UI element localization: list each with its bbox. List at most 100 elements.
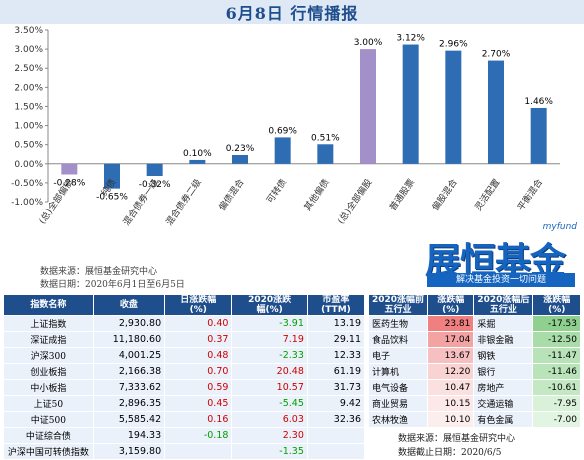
ytd-change-cell: 10.57 — [231, 379, 308, 396]
bottom-value-cell: -11.46 — [532, 363, 581, 380]
top-industry-cell: 农林牧渔 — [367, 411, 429, 428]
top-industry-cell: 计算机 — [367, 363, 429, 380]
ytd-change-cell: 2.30 — [231, 427, 308, 444]
y-tick-label: 2.50% — [14, 64, 43, 74]
col-header-bottom-val-text: 涨跌幅 (%) — [543, 295, 571, 315]
top-industry-cell: 商业贸易 — [367, 395, 429, 412]
day-change-cell: 0.45 — [164, 395, 233, 412]
close-cell: 7,333.62 — [92, 379, 166, 396]
pe-cell: 12.33 — [306, 347, 366, 364]
col-header-ytd: 2020涨跌 幅(%) — [231, 294, 308, 316]
bar — [530, 107, 547, 164]
day-change-cell: 0.70 — [164, 363, 233, 380]
pe-cell: 32.36 — [306, 411, 366, 428]
logo-myfund-text: myfund — [542, 222, 577, 232]
bottom-value-cell: -10.61 — [532, 379, 581, 396]
bar — [360, 49, 376, 164]
table-date-note: 数据截止日期：2020/6/5 — [398, 448, 502, 458]
col-header-name: 指数名称 — [3, 294, 94, 316]
index-name-cell: 中证500 — [3, 411, 94, 428]
y-tick-label: -1.00% — [11, 198, 43, 208]
bar-value-label: -0.65% — [96, 193, 128, 203]
pe-cell: 29.11 — [306, 331, 366, 348]
bar-value-label: -0.32% — [139, 180, 171, 190]
bottom-industry-cell: 银行 — [473, 363, 534, 380]
bar-value-label: 2.96% — [439, 40, 468, 50]
bottom-industry-cell: 有色金属 — [473, 411, 534, 428]
y-tick-label: 3.50% — [14, 26, 43, 36]
close-cell: 2,166.38 — [92, 363, 166, 380]
table-row: 食品饮料 17.04 非银金融 -12.50 — [367, 331, 581, 348]
table-row: 商业贸易 10.15 交通运输 -7.95 — [367, 395, 581, 412]
y-tick-label: 0.00% — [14, 160, 43, 170]
table-row: 计算机 12.20 银行 -11.46 — [367, 363, 581, 380]
close-cell: 2,896.35 — [92, 395, 166, 412]
ytd-change-cell: 20.48 — [231, 363, 308, 380]
ytd-change-cell: -2.33 — [231, 347, 308, 364]
y-tick-label: 1.00% — [14, 122, 43, 132]
index-name-cell: 中小板指 — [3, 379, 94, 396]
index-name-cell: 上证指数 — [3, 315, 94, 332]
bar-value-label: 2.70% — [482, 50, 511, 60]
top-value-cell: 13.67 — [427, 347, 475, 364]
category-label: 平衡混合 — [515, 177, 545, 213]
top-industry-cell: 电气设备 — [367, 379, 429, 396]
table-row: 电气设备 10.47 房地产 -10.61 — [367, 379, 581, 396]
brand-logo: myfund 展恒基金 解决基金投资一切问题 — [417, 222, 581, 290]
col-header-top: 2020涨幅前 五行业 — [367, 294, 429, 316]
bar-value-label: 0.69% — [268, 126, 297, 136]
bottom-value-cell: -12.50 — [532, 331, 581, 348]
bar — [445, 50, 462, 164]
chart-date-note: 数据日期：2020年6月1日至6月5日 — [40, 280, 185, 290]
y-tick-label: 2.00% — [14, 83, 43, 93]
col-header-pe: 市盈率 (TTM) — [306, 294, 366, 316]
bar-chart: -1.00% -0.50% 0.00% 0.50% 1.00% 1.50% 2.00% 2.5… — [11, 26, 560, 228]
bar — [317, 144, 334, 164]
bar-value-label: 0.23% — [226, 144, 255, 154]
table-row: 中小板指 7,333.62 0.59 10.57 31.73 — [3, 379, 366, 396]
table-row: 上证50 2,896.35 0.45 -5.45 9.42 — [3, 395, 366, 412]
category-label: 灵活配置 — [472, 177, 502, 213]
bottom-industry-cell: 采掘 — [473, 315, 534, 332]
index-name-cell: 中证综合债 — [3, 427, 94, 444]
industry-table: 2020涨幅前 五行业 涨跌幅 (%) 2020涨幅后 五行业 涨跌幅 (%) 医药生物… — [367, 294, 581, 428]
top-value-cell: 23.81 — [427, 315, 475, 332]
table-row: 上证指数 2,930.80 0.40 -3.91 13.19 — [3, 315, 366, 332]
col-header-top-val-text: 涨跌幅 (%) — [437, 295, 465, 315]
bottom-industry-cell: 钢铁 — [473, 347, 534, 364]
col-header-day: 日涨跌幅 (%) — [164, 294, 233, 316]
bar-value-label: 1.46% — [524, 97, 553, 107]
logo-tagline: 解决基金投资一切问题 — [427, 273, 575, 287]
chart-source-note: 数据来源：展恒基金研究中心 — [40, 267, 158, 277]
index-name-cell: 深证成指 — [3, 331, 94, 348]
category-label: 其他偏债 — [301, 177, 331, 213]
bar-value-label: -0.28% — [53, 178, 85, 188]
top-value-cell: 10.10 — [427, 411, 475, 428]
category-label: 偏债混合 — [216, 177, 246, 213]
y-tick-label: -0.50% — [11, 179, 43, 189]
table-row: 电子 13.67 钢铁 -11.47 — [367, 347, 581, 364]
pe-cell: 9.42 — [306, 395, 366, 412]
col-header-day-text: 日涨跌幅 (%) — [180, 295, 217, 315]
close-cell: 194.33 — [92, 427, 166, 444]
category-label: 偏股混合 — [429, 177, 459, 213]
index-table: 指数名称 收盘 日涨跌幅 (%) 2020涨跌 幅(%) 市盈率 (TTM) 上证指数… — [3, 294, 366, 460]
table-row: 沪深300 4,001.25 0.48 -2.33 12.33 — [3, 347, 366, 364]
top-value-cell: 10.15 — [427, 395, 475, 412]
top-industry-cell: 食品饮料 — [367, 331, 429, 348]
col-header-top-text: 2020涨幅前 五行业 — [372, 295, 425, 315]
index-table-header: 指数名称 收盘 日涨跌幅 (%) 2020涨跌 幅(%) 市盈率 (TTM) — [3, 294, 366, 316]
day-change-cell: -0.18 — [164, 427, 233, 444]
bottom-value-cell: -11.47 — [532, 347, 581, 364]
top-industry-cell: 电子 — [367, 347, 429, 364]
col-header-close: 收盘 — [92, 294, 166, 316]
close-cell: 5,585.42 — [92, 411, 166, 428]
day-change-cell: 0.40 — [164, 315, 233, 332]
close-cell: 4,001.25 — [92, 347, 166, 364]
bar — [146, 163, 163, 177]
bottom-industry-cell: 交通运输 — [473, 395, 534, 412]
page-title: 6月8日 行情播报 — [225, 4, 359, 23]
ytd-change-cell: 6.03 — [231, 411, 308, 428]
col-header-pe-text: 市盈率 (TTM) — [321, 295, 351, 315]
pe-cell: 31.73 — [306, 379, 366, 396]
